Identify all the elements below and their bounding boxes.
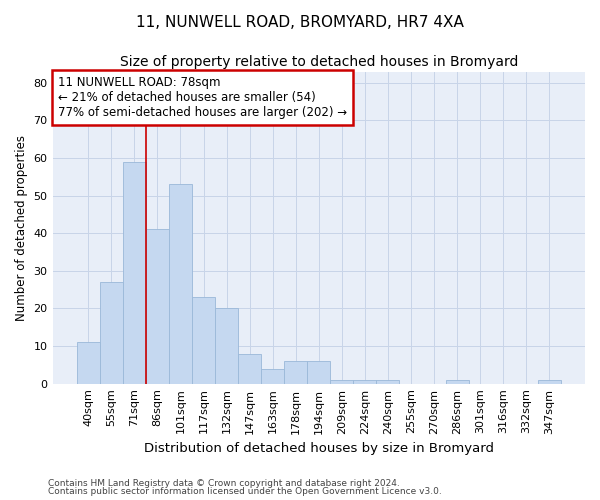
Bar bbox=[100, 282, 123, 384]
Text: 11, NUNWELL ROAD, BROMYARD, HR7 4XA: 11, NUNWELL ROAD, BROMYARD, HR7 4XA bbox=[136, 15, 464, 30]
Y-axis label: Number of detached properties: Number of detached properties bbox=[15, 134, 28, 320]
Bar bbox=[330, 380, 353, 384]
X-axis label: Distribution of detached houses by size in Bromyard: Distribution of detached houses by size … bbox=[144, 442, 494, 455]
Bar bbox=[284, 361, 307, 384]
Bar bbox=[215, 308, 238, 384]
Text: Contains HM Land Registry data © Crown copyright and database right 2024.: Contains HM Land Registry data © Crown c… bbox=[48, 478, 400, 488]
Text: 11 NUNWELL ROAD: 78sqm
← 21% of detached houses are smaller (54)
77% of semi-det: 11 NUNWELL ROAD: 78sqm ← 21% of detached… bbox=[58, 76, 347, 119]
Bar bbox=[307, 361, 330, 384]
Title: Size of property relative to detached houses in Bromyard: Size of property relative to detached ho… bbox=[119, 55, 518, 69]
Bar bbox=[192, 297, 215, 384]
Bar bbox=[238, 354, 261, 384]
Bar bbox=[169, 184, 192, 384]
Bar bbox=[146, 230, 169, 384]
Bar bbox=[261, 368, 284, 384]
Bar bbox=[538, 380, 561, 384]
Bar bbox=[123, 162, 146, 384]
Bar bbox=[77, 342, 100, 384]
Bar bbox=[353, 380, 376, 384]
Bar bbox=[446, 380, 469, 384]
Bar bbox=[376, 380, 400, 384]
Text: Contains public sector information licensed under the Open Government Licence v3: Contains public sector information licen… bbox=[48, 487, 442, 496]
